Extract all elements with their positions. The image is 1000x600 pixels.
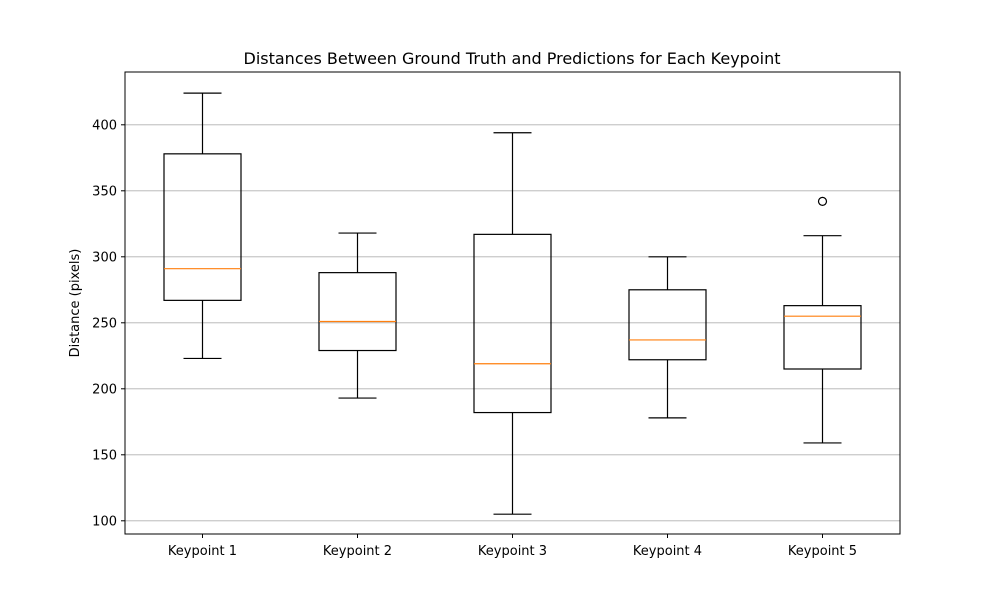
y-tick-label: 150 (92, 448, 117, 463)
x-tick-label: Keypoint 4 (633, 544, 702, 559)
x-axis-ticks: Keypoint 1 Keypoint 2 Keypoint 3 Keypoint 4… (168, 534, 857, 559)
box-group (783, 196, 862, 444)
chart-title: Distances Between Ground Truth and Predi… (244, 49, 781, 68)
x-tick-label: Keypoint 3 (478, 544, 547, 559)
box-group (473, 132, 552, 515)
outlier-point (817, 196, 828, 206)
box-group (163, 92, 242, 360)
x-tick-label: Keypoint 1 (168, 544, 237, 559)
y-axis-label: Distance (pixels) (68, 249, 83, 358)
y-tick-label: 100 (92, 514, 117, 529)
x-tick-label: Keypoint 5 (788, 544, 857, 559)
y-tick-label: 250 (92, 316, 117, 331)
box-iqr (163, 153, 242, 301)
y-tick-label: 400 (92, 118, 117, 133)
box-series (163, 92, 862, 515)
box-iqr (628, 289, 707, 361)
plot-frame (124, 71, 901, 535)
box-iqr (783, 305, 862, 370)
box-iqr (318, 272, 397, 352)
box-group (318, 232, 397, 399)
y-axis-ticks: 100 150 200 250 300 350 400 (92, 118, 125, 529)
box-iqr (473, 233, 552, 414)
x-tick-label: Keypoint 2 (323, 544, 392, 559)
y-tick-label: 350 (92, 184, 117, 199)
y-tick-label: 300 (92, 250, 117, 265)
y-tick-label: 200 (92, 382, 117, 397)
box-group (628, 256, 707, 419)
